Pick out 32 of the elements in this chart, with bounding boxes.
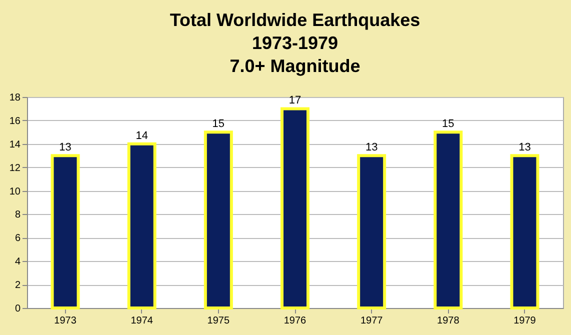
y-tick-label: 12: [9, 162, 21, 174]
bar: [357, 154, 386, 310]
x-tick-label: 1975: [207, 316, 230, 326]
data-label: 13: [518, 142, 531, 154]
y-tick-label: 14: [9, 139, 21, 150]
data-label: 13: [365, 142, 378, 154]
y-tick-label: 4: [14, 256, 21, 268]
bar: [204, 130, 233, 310]
bar: [510, 154, 540, 310]
data-label: 15: [212, 118, 225, 130]
y-tick-label: 8: [14, 210, 21, 221]
bar: [127, 142, 156, 310]
bar: [50, 154, 80, 310]
y-tick-label: 0: [14, 304, 21, 314]
data-label: 13: [59, 142, 72, 154]
y-tick-label: 2: [14, 280, 21, 292]
chart-title: Total Worldwide Earthquakes 1973-1979 7.0+ Magnitude: [170, 10, 420, 76]
bar: [280, 107, 310, 310]
bar: [434, 130, 463, 310]
y-tick-label: 18: [9, 92, 21, 104]
y-tick-label: 16: [9, 116, 21, 127]
y-tick-label: 6: [14, 233, 21, 244]
data-label: 17: [288, 94, 302, 107]
data-label: 15: [442, 118, 454, 130]
x-tick-label: 1977: [360, 316, 384, 326]
x-tick-label: 1979: [514, 316, 536, 326]
y-tick-label: 10: [9, 186, 21, 198]
x-tick-label: 1973: [54, 316, 77, 326]
x-tick-label: 1974: [130, 316, 154, 326]
data-label: 14: [136, 130, 148, 142]
x-tick-label: 1978: [437, 316, 460, 326]
x-tick-label: 1976: [284, 316, 307, 326]
